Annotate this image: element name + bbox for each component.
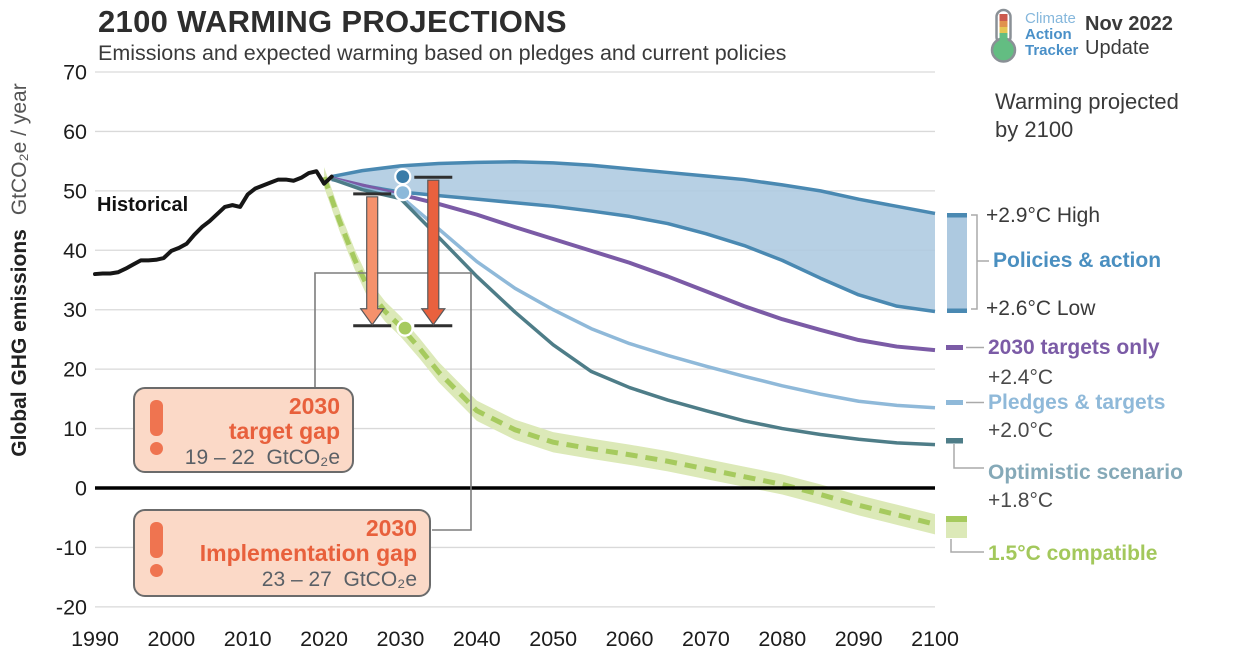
y-axis-title-main: Global GHG emissions xyxy=(8,229,31,457)
svg-text:2090: 2090 xyxy=(835,627,883,651)
legend-pledges-temp: +2.0°C xyxy=(988,419,1054,442)
optimistic-line xyxy=(331,177,936,447)
policies-band xyxy=(331,159,936,314)
update-badge: Nov 2022 Update xyxy=(1085,12,1173,60)
legend-swatches xyxy=(946,213,989,553)
logo-action: Action xyxy=(1025,26,1072,43)
historical-label: Historical xyxy=(97,194,189,216)
implementation-gap-box: 2030 Implementation gap 23 – 27 GtCO₂e xyxy=(133,509,431,597)
y-axis-title-unit: GtCO₂e / year xyxy=(8,83,31,216)
implementation-gap-arrow xyxy=(414,175,453,328)
svg-text:2050: 2050 xyxy=(529,627,577,651)
legend-2030-targets-label: 2030 targets only xyxy=(988,336,1160,359)
svg-text:2040: 2040 xyxy=(453,627,501,651)
svg-text:2060: 2060 xyxy=(606,627,654,651)
target-gap-year: 2030 xyxy=(288,393,340,419)
pledges-line xyxy=(331,177,936,410)
exclamation-icon xyxy=(150,522,163,577)
svg-text:-10: -10 xyxy=(56,536,87,560)
target-gap-value: 19 – 22 GtCO₂e xyxy=(184,446,340,469)
logo-climate: Climate xyxy=(1025,10,1076,27)
page-title: 2100 WARMING PROJECTIONS xyxy=(98,4,567,39)
legend-heading: Warming projected by 2100 xyxy=(995,88,1179,144)
compatible-band xyxy=(324,167,935,535)
page-subtitle: Emissions and expected warming based on … xyxy=(98,41,787,65)
y-axis-title: Global GHG emissions GtCO₂e / year xyxy=(6,0,34,540)
exclamation-icon xyxy=(150,400,163,455)
svg-text:50: 50 xyxy=(63,179,87,203)
targets-2030-line xyxy=(331,176,936,353)
svg-text:2100: 2100 xyxy=(911,627,959,651)
svg-text:20: 20 xyxy=(63,358,87,382)
svg-text:2020: 2020 xyxy=(300,627,348,651)
svg-text:10: 10 xyxy=(63,417,87,441)
update-word: Update xyxy=(1085,37,1150,59)
x-axis-ticks: 1990 2000 2010 2020 2030 2040 2050 2060 2070 2080… xyxy=(71,627,959,651)
logo-tracker: Tracker xyxy=(1025,42,1079,59)
legend-heading-line2: by 2100 xyxy=(995,117,1074,142)
svg-text:2010: 2010 xyxy=(224,627,272,651)
implementation-gap-title: Implementation gap xyxy=(199,540,417,566)
legend-compatible-label: 1.5°C compatible xyxy=(988,542,1158,565)
policies-low-2030-dot xyxy=(394,184,412,202)
svg-text:2070: 2070 xyxy=(682,627,730,651)
svg-text:40: 40 xyxy=(63,239,87,263)
legend-heading-line1: Warming projected xyxy=(995,89,1179,114)
svg-text:60: 60 xyxy=(63,120,87,144)
historical-line xyxy=(93,169,334,277)
svg-text:70: 70 xyxy=(63,61,87,85)
legend-optimistic-temp: +1.8°C xyxy=(988,489,1054,512)
target-gap-box: 2030 target gap 19 – 22 GtCO₂e xyxy=(133,387,354,473)
legend-2030-targets-temp: +2.4°C xyxy=(988,366,1054,389)
svg-text:-20: -20 xyxy=(56,595,87,619)
thermometer-icon xyxy=(990,8,1017,63)
target-gap-arrow xyxy=(353,192,392,328)
legend-high-label: +2.9°C High xyxy=(986,204,1101,227)
legend-low-label: +2.6°C Low xyxy=(986,297,1096,320)
svg-text:2080: 2080 xyxy=(758,627,806,651)
gap-connector xyxy=(314,272,472,531)
svg-text:0: 0 xyxy=(75,477,87,501)
implementation-gap-value: 23 – 27 GtCO₂e xyxy=(261,568,417,591)
y-axis-ticks: 70 60 50 40 30 20 10 0 -10 -20 xyxy=(56,61,87,620)
implementation-gap-year: 2030 xyxy=(365,515,417,541)
svg-text:1990: 1990 xyxy=(71,627,119,651)
logo-wordmark: Climate Action Tracker xyxy=(1025,8,1078,63)
svg-text:2000: 2000 xyxy=(147,627,195,651)
svg-text:30: 30 xyxy=(63,298,87,322)
target-gap-title: target gap xyxy=(228,418,340,444)
climate-action-tracker-logo: Climate Action Tracker xyxy=(988,8,1078,63)
legend-pledges-label: Pledges & targets xyxy=(988,391,1166,414)
legend-policies-label: Policies & action xyxy=(993,249,1162,272)
legend-optimistic-label: Optimistic scenario xyxy=(988,461,1183,484)
svg-text:2030: 2030 xyxy=(377,627,425,651)
one-point-five-2030-dot xyxy=(396,319,414,337)
policies-high-2030-dot xyxy=(394,167,412,186)
update-date: Nov 2022 xyxy=(1085,13,1173,35)
